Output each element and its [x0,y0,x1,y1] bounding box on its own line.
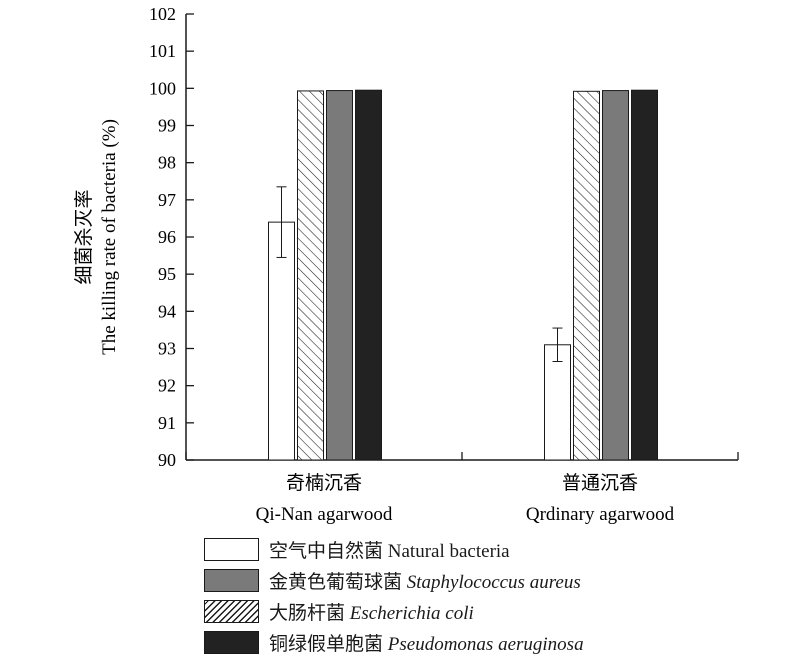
category-label-en: Qrdinary agarwood [526,504,675,525]
legend-label: 空气中自然菌 Natural bacteria [269,536,510,563]
legend-label-cn: 空气中自然菌 [269,541,388,562]
y-tick-label: 91 [158,413,176,433]
legend-swatch [204,600,259,623]
legend-swatch [204,569,259,592]
legend-label: 铜绿假单胞菌 Pseudomonas aeruginosa [269,629,584,656]
bar-chart: 90 91 92 93 94 95 96 97 98 99 100 101 102 奇楠沉香 Qi-Nan … [73,4,739,525]
bar [544,344,571,461]
y-tick-label: 97 [158,190,176,210]
y-tick-label: 100 [149,78,176,98]
bars [268,89,658,461]
y-tick-label: 93 [158,339,176,359]
labels: 90 91 92 93 94 95 96 97 98 99 100 101 102 奇楠沉香 Qi-Nan … [73,4,675,525]
y-tick-label: 92 [158,376,176,396]
legend-item: 大肠杆菌 Escherichia coli [204,596,584,627]
y-axis-title-cn: 细菌杀灭率 [73,189,95,284]
y-tick-label: 90 [158,450,176,470]
legend-label: 大肠杆菌 Escherichia coli [269,598,474,625]
legend-label: 金黄色葡萄球菌 Staphylococcus aureus [269,567,581,594]
legend-label-en: Staphylococcus aureus [406,572,581,593]
bar [602,90,629,461]
legend-item: 空气中自然菌 Natural bacteria [204,534,584,565]
legend-label-en: Natural bacteria [387,541,510,562]
y-axis-title-en: The killing rate of bacteria (%) [99,119,120,355]
legend-item: 金黄色葡萄球菌 Staphylococcus aureus [204,565,584,596]
legend-label-en: Escherichia coli [349,603,474,624]
y-tick-label: 101 [149,41,176,61]
category-label-cn: 普通沉香 [562,472,638,494]
bar [297,90,324,461]
y-tick-label: 96 [158,227,176,247]
legend-label-cn: 金黄色葡萄球菌 [269,572,407,593]
y-tick-label: 95 [158,264,176,284]
legend: 空气中自然菌 Natural bacteria 金黄色葡萄球菌 Staphyloc… [204,534,584,658]
legend-label-cn: 大肠杆菌 [269,603,350,624]
legend-swatch [204,538,259,561]
category-label-en: Qi-Nan agarwood [256,504,393,525]
bar [326,90,353,461]
y-tick-label: 98 [158,153,176,173]
y-tick-label: 94 [158,301,176,321]
category-label-cn: 奇楠沉香 [286,472,362,494]
legend-swatch [204,631,259,654]
bar [573,90,600,461]
bar [355,89,382,461]
y-tick-label: 102 [149,4,176,24]
legend-item: 铜绿假单胞菌 Pseudomonas aeruginosa [204,627,584,658]
y-tick-label: 99 [158,116,176,136]
bar [631,89,658,461]
